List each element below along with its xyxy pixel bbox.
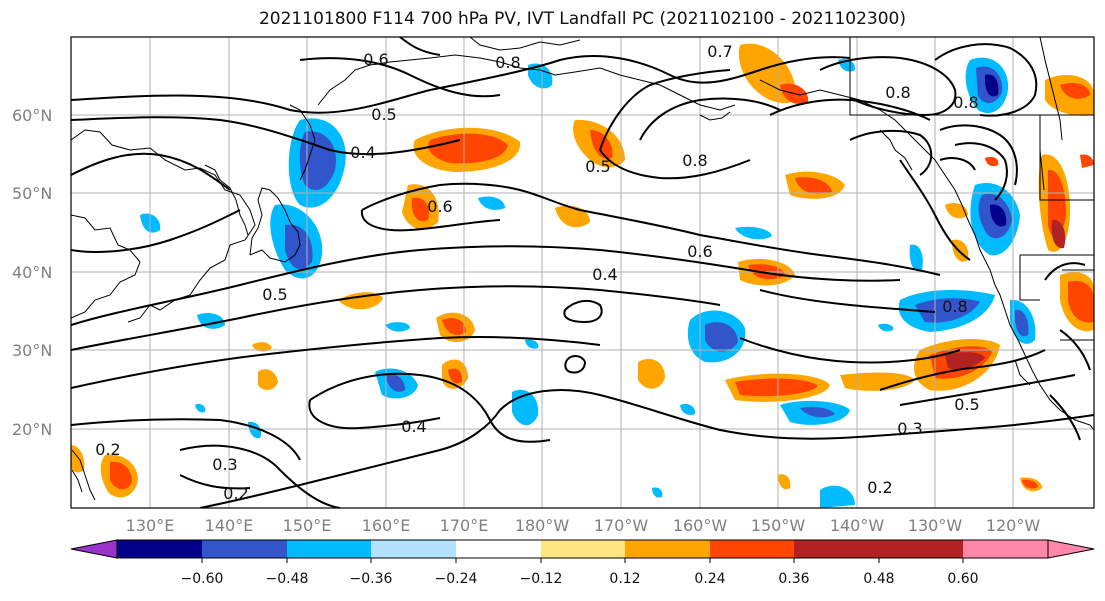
contour-label: 0.4	[350, 143, 375, 162]
contour-label: 0.8	[953, 93, 978, 112]
colorbar-tick-label: −0.48	[266, 571, 309, 587]
contour-label: 0.5	[585, 157, 610, 176]
colorbar-tick-label: 0.60	[947, 571, 978, 587]
plot-title: 2021101800 F114 700 hPa PV, IVT Landfall…	[258, 9, 906, 29]
contour-label: 0.7	[707, 42, 732, 61]
contour-label: 0.4	[401, 417, 426, 436]
lon-label: 130°W	[908, 516, 963, 535]
colorbar-segment	[371, 540, 456, 558]
lon-label: 170°W	[594, 516, 649, 535]
contour-label: 0.3	[897, 419, 922, 438]
map-frame	[70, 36, 1095, 509]
contour-labels: 0.6 0.8 0.5 0.4 0.6 0.5 0.8 0.7 0.8 0.8 …	[95, 42, 979, 503]
contour-label: 0.6	[427, 197, 452, 216]
graticule	[71, 37, 1094, 508]
contour-label: 0.8	[682, 151, 707, 170]
colorbar-tick-label: −0.24	[435, 571, 478, 587]
contour-label: 0.5	[371, 105, 396, 124]
boundary-lines	[849, 37, 1094, 341]
colorbar: −0.60 −0.48 −0.36 −0.24 −0.12 0.12 0.24 …	[70, 539, 1095, 587]
colorbar-tick-label: 0.36	[778, 571, 809, 587]
colorbar-tick-label: −0.36	[350, 571, 393, 587]
lat-label: 30°N	[12, 341, 52, 360]
colorbar-extend-high	[1047, 539, 1095, 559]
anomaly-east-pacific-negative	[687, 57, 1036, 508]
contour-label: 0.8	[942, 297, 967, 316]
anomaly-subtropical	[71, 59, 1094, 498]
lon-label: 160°W	[673, 516, 728, 535]
colorbar-outline	[116, 539, 1049, 559]
contour-label: 0.8	[495, 53, 520, 72]
lon-label: 120°W	[986, 516, 1041, 535]
colorbar-tick-label: −0.12	[520, 571, 563, 587]
lon-label: 140°E	[205, 516, 254, 535]
colorbar-tick-label: 0.48	[863, 571, 894, 587]
lat-label: 60°N	[12, 106, 52, 125]
longitude-labels: 130°E 140°E 150°E 160°E 170°E 180°W 170°…	[126, 516, 1041, 535]
colorbar-segment	[879, 540, 963, 558]
lon-label: 160°E	[362, 516, 411, 535]
colorbar-segment	[794, 540, 879, 558]
contour-label: 0.6	[363, 50, 388, 69]
contour-label: 0.5	[954, 395, 979, 414]
lat-label: 50°N	[12, 184, 52, 203]
colorbar-segment	[117, 540, 202, 558]
colorbar-segment	[625, 540, 710, 558]
lon-label: 170°E	[440, 516, 489, 535]
colorbar-tick-label: 0.24	[694, 571, 725, 587]
lon-label: 130°E	[126, 516, 175, 535]
pv-contours	[71, 37, 1094, 508]
lon-label: 150°E	[283, 516, 332, 535]
colorbar-segment	[202, 540, 287, 558]
contour-label: 0.2	[95, 440, 120, 459]
colorbar-segment	[287, 540, 371, 558]
lon-label: 180°W	[515, 516, 570, 535]
coastlines	[71, 37, 1094, 501]
contour-label: 0.6	[687, 242, 712, 261]
anomaly-north-pacific-positive	[402, 43, 845, 286]
lat-label: 40°N	[12, 263, 52, 282]
colorbar-segment	[456, 540, 541, 558]
contour-label: 0.5	[262, 285, 287, 304]
contour-label: 0.3	[212, 455, 237, 474]
latitude-labels: 60°N 50°N 40°N 30°N 20°N	[12, 106, 52, 439]
colorbar-segment	[710, 540, 794, 558]
colorbar-tick-label: −0.60	[181, 571, 224, 587]
lon-label: 150°W	[751, 516, 806, 535]
contour-label: 0.8	[885, 83, 910, 102]
colorbar-segment	[541, 540, 625, 558]
colorbar-tick-label: 0.12	[609, 571, 640, 587]
contour-label: 0.4	[592, 265, 617, 284]
colorbar-segment	[963, 540, 1048, 558]
colorbar-extend-low	[70, 539, 118, 559]
lat-label: 20°N	[12, 420, 52, 439]
contour-label: 0.2	[867, 478, 892, 497]
contour-label: 0.2	[223, 484, 248, 503]
lon-label: 140°W	[830, 516, 885, 535]
